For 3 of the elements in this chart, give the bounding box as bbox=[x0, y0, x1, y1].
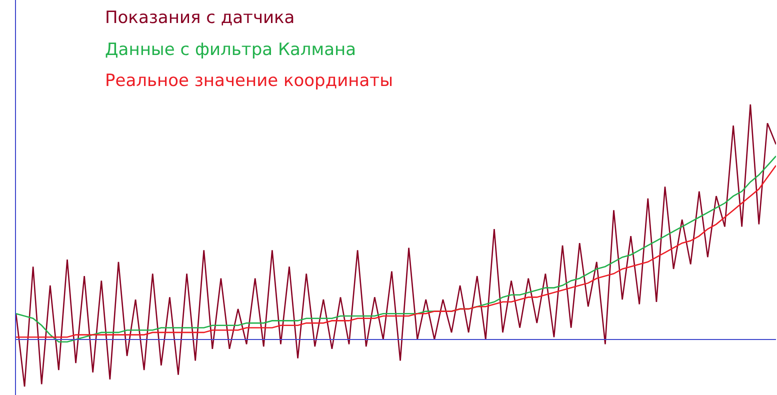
text: Показания с датчика bbox=[105, 8, 295, 28]
text: Реальное значение координаты bbox=[105, 71, 394, 91]
text: Данные с фильтра Калмана bbox=[105, 40, 356, 60]
